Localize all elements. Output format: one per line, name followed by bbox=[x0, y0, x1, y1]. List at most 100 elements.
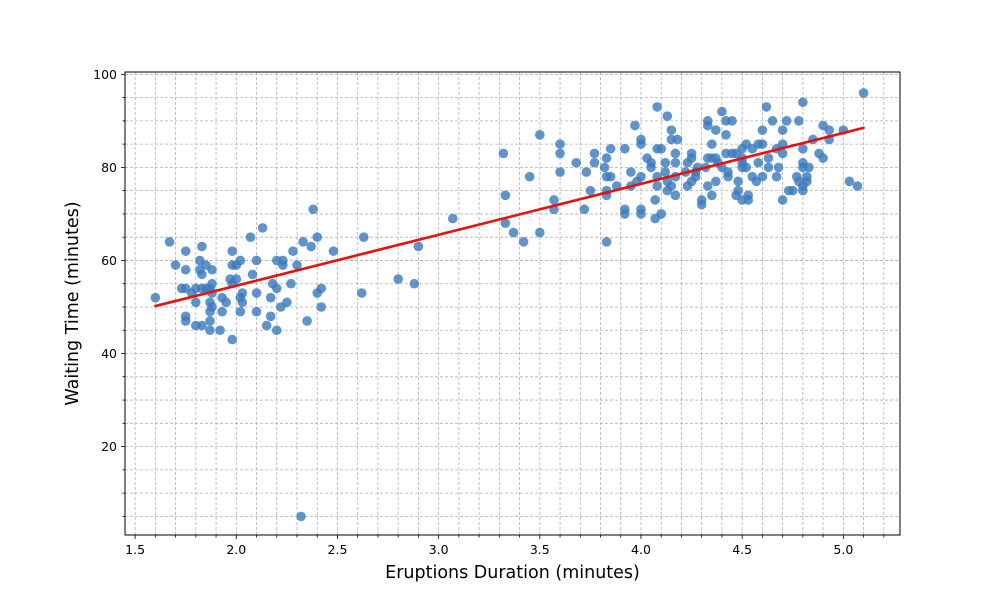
data-point bbox=[150, 292, 161, 303]
data-point bbox=[292, 260, 302, 270]
data-point bbox=[824, 125, 834, 135]
data-point bbox=[393, 274, 403, 284]
data-point bbox=[180, 316, 191, 326]
data-point bbox=[251, 306, 262, 317]
data-point bbox=[589, 157, 600, 168]
data-point bbox=[781, 116, 792, 126]
axis-ticks: 1.5 2.0 2.5 3.0 3.5 4.0 4.5 5.0 20 40 60 80 100 bbox=[93, 67, 885, 557]
y-tick-label: 100 bbox=[93, 67, 117, 82]
data-point bbox=[207, 302, 217, 312]
data-point bbox=[235, 255, 246, 266]
data-point bbox=[581, 167, 592, 177]
data-point bbox=[844, 176, 855, 187]
data-point bbox=[773, 162, 784, 173]
data-point bbox=[771, 171, 782, 182]
y-tick-label: 80 bbox=[101, 160, 117, 175]
data-point bbox=[620, 143, 630, 154]
data-point bbox=[191, 297, 201, 308]
data-point bbox=[170, 260, 181, 270]
data-point bbox=[286, 278, 296, 289]
data-point bbox=[251, 288, 262, 298]
data-point bbox=[271, 325, 282, 336]
data-point bbox=[180, 264, 191, 275]
data-point bbox=[757, 139, 768, 149]
x-tick-label: 3.5 bbox=[530, 542, 550, 557]
data-point bbox=[278, 255, 288, 266]
y-tick-label: 40 bbox=[101, 346, 117, 361]
data-point bbox=[670, 190, 681, 201]
data-point bbox=[448, 213, 458, 224]
data-point bbox=[711, 176, 721, 187]
x-axis-title: Eruptions Duration (minutes) bbox=[385, 563, 640, 583]
x-tick-label: 2.0 bbox=[226, 542, 246, 557]
data-point bbox=[215, 325, 225, 336]
data-point bbox=[205, 325, 215, 336]
data-point bbox=[312, 232, 323, 242]
data-point bbox=[670, 157, 681, 168]
data-point bbox=[164, 237, 175, 247]
data-point bbox=[197, 269, 207, 280]
data-point bbox=[733, 176, 743, 187]
data-point bbox=[656, 209, 667, 219]
data-point bbox=[197, 241, 207, 252]
data-point bbox=[666, 125, 677, 135]
data-point bbox=[227, 246, 238, 256]
data-point bbox=[672, 134, 683, 145]
data-point bbox=[798, 97, 808, 108]
data-point bbox=[265, 292, 276, 303]
data-point bbox=[601, 237, 612, 247]
data-point bbox=[717, 106, 727, 117]
data-point bbox=[652, 102, 662, 112]
data-point bbox=[787, 185, 798, 196]
data-point bbox=[535, 227, 545, 238]
data-point bbox=[549, 195, 559, 205]
data-point bbox=[356, 288, 367, 298]
data-point bbox=[794, 116, 804, 126]
data-point bbox=[761, 102, 772, 112]
data-point bbox=[763, 153, 774, 163]
data-point bbox=[524, 171, 535, 182]
data-point bbox=[711, 125, 721, 135]
regression-line-group bbox=[154, 126, 865, 308]
data-point bbox=[288, 246, 298, 256]
x-tick-label: 3.0 bbox=[429, 542, 449, 557]
y-axis-title: Waiting Time (minutes) bbox=[63, 201, 83, 405]
data-point bbox=[757, 125, 768, 135]
data-point bbox=[696, 199, 707, 210]
data-point bbox=[579, 204, 590, 215]
data-point bbox=[727, 116, 737, 126]
data-point bbox=[798, 143, 808, 154]
data-point bbox=[662, 111, 673, 122]
data-point bbox=[802, 171, 812, 182]
data-point bbox=[605, 171, 616, 182]
data-point bbox=[753, 157, 764, 168]
data-point bbox=[666, 181, 677, 191]
data-point bbox=[231, 274, 242, 284]
data-point bbox=[601, 153, 612, 163]
data-point bbox=[656, 143, 667, 154]
data-point bbox=[265, 311, 276, 322]
x-tick-label: 1.5 bbox=[125, 542, 145, 557]
data-point bbox=[702, 181, 713, 191]
data-point bbox=[207, 264, 217, 275]
data-point bbox=[646, 162, 656, 173]
data-point bbox=[500, 218, 511, 229]
data-point bbox=[767, 116, 778, 126]
data-point bbox=[197, 320, 207, 331]
data-point bbox=[227, 334, 238, 345]
data-point bbox=[585, 185, 596, 196]
data-point bbox=[247, 269, 258, 280]
data-point bbox=[763, 162, 774, 173]
data-point bbox=[599, 162, 610, 173]
data-point bbox=[409, 278, 420, 289]
data-point bbox=[237, 288, 248, 298]
data-point bbox=[636, 171, 646, 182]
data-point bbox=[251, 255, 262, 266]
data-point bbox=[221, 297, 231, 308]
regression-line bbox=[154, 126, 865, 308]
data-point bbox=[555, 167, 565, 177]
data-point bbox=[620, 209, 630, 219]
data-point bbox=[508, 227, 519, 238]
